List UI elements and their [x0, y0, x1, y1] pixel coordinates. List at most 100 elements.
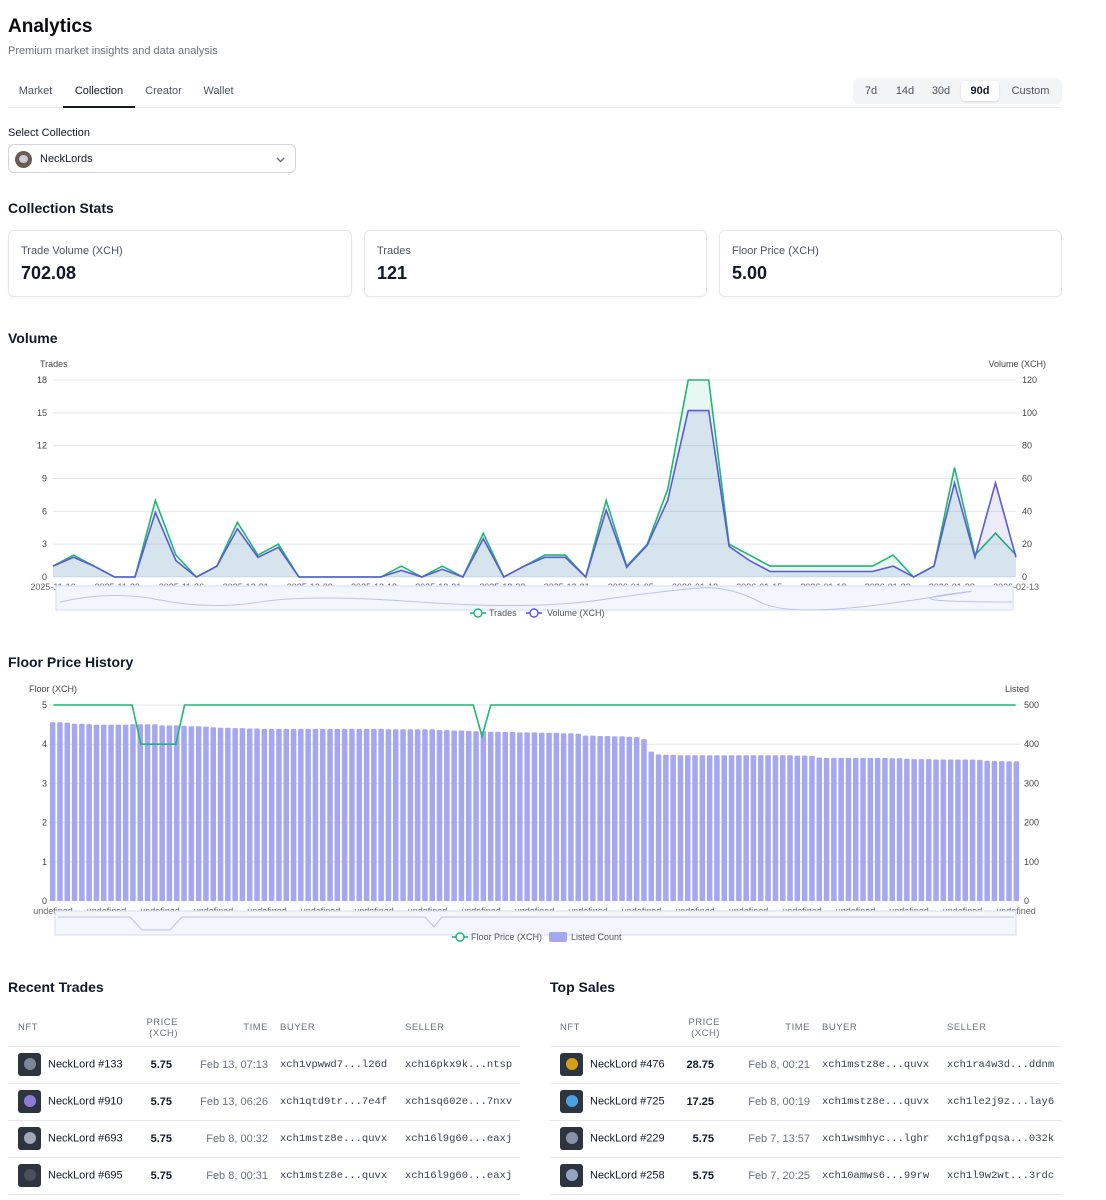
tab-wallet[interactable]: Wallet: [203, 85, 234, 97]
series-line-1: [52, 409, 1017, 579]
buyer-address[interactable]: xch1qtd9tr...7e4f: [276, 1083, 401, 1121]
legend-listed-label: Listed Count: [571, 932, 622, 942]
bar-listed-count: [371, 728, 377, 901]
table-row[interactable]: NeckLord #476 28.75 Feb 8, 00:21 xch1mstz8e…: [550, 1046, 1062, 1084]
table-row[interactable]: NeckLord #910 5.75 Feb 13, 06:26 xch1qtd9tr…: [8, 1083, 520, 1121]
legend-listed-swatch: [549, 932, 567, 942]
bar-listed-count: [327, 728, 333, 901]
nft-name[interactable]: NeckLord #229: [590, 1132, 665, 1145]
bar-listed-count: [560, 733, 567, 901]
chevron-down-icon: [276, 157, 285, 163]
bar-listed-count: [458, 730, 465, 901]
x-tick-label: undefined: [33, 906, 73, 916]
nft-thumbnail: [560, 1164, 583, 1187]
y-tick-left: 1: [42, 857, 47, 867]
table-row[interactable]: NeckLord #133 5.75 Feb 13, 07:13 xch1vpwwd7…: [8, 1046, 520, 1084]
bar-listed-count: [195, 726, 202, 901]
table-row[interactable]: NeckLord #258 5.75 Feb 7, 20:25 xch10amws6.…: [550, 1157, 1062, 1195]
zoom-slider: [54, 910, 1017, 936]
nft-name[interactable]: NeckLord #695: [48, 1169, 123, 1182]
nft-name[interactable]: NeckLord #910: [48, 1095, 123, 1108]
stat-label: Trades: [377, 245, 411, 257]
bar-listed-count: [531, 732, 538, 901]
series-area-0: [53, 380, 1016, 577]
bar-listed-count: [823, 757, 830, 901]
nft-cell[interactable]: NeckLord #693: [8, 1120, 128, 1158]
table-row[interactable]: NeckLord #229 5.75 Feb 7, 13:57 xch1wsmhyc.…: [550, 1120, 1062, 1158]
nft-name[interactable]: NeckLord #133: [48, 1058, 123, 1071]
bar-listed-count: [239, 728, 246, 901]
range-custom-button[interactable]: Custom: [1011, 85, 1050, 97]
seller-address[interactable]: xch1sq602e...7nxv: [401, 1083, 520, 1121]
table-row[interactable]: NeckLord #695 5.75 Feb 8, 00:31 xch1mstz8e.…: [8, 1157, 520, 1195]
nft-cell[interactable]: NeckLord #476: [550, 1046, 670, 1084]
bar-listed-count: [254, 728, 260, 901]
nft-cell[interactable]: NeckLord #910: [8, 1083, 128, 1121]
x-tick-label: 2026-02-13: [993, 582, 1039, 592]
legend-trades-marker: [473, 608, 483, 618]
tab-market[interactable]: Market: [18, 85, 53, 97]
stat-value: 702.08: [21, 263, 77, 283]
seller-address[interactable]: xch16l9g60...eaxj: [401, 1157, 520, 1195]
time-cell: Feb 7, 13:57: [728, 1120, 818, 1158]
bar-listed-count: [575, 733, 581, 901]
nft-cell[interactable]: NeckLord #695: [8, 1157, 128, 1195]
seller-address[interactable]: xch16pkx9k...ntsp: [401, 1046, 520, 1084]
range-7d-button[interactable]: 7d: [864, 85, 878, 97]
range-14d-button[interactable]: 14d: [895, 85, 915, 97]
bar-listed-count: [502, 732, 508, 901]
buyer-address[interactable]: xch1mstz8e...quvx: [818, 1083, 943, 1121]
stat-card-trades: Trades 121: [364, 230, 707, 297]
y-tick-right: 40: [1022, 506, 1032, 516]
seller-address[interactable]: xch1l9w2wt...3rdc: [943, 1157, 1062, 1195]
nft-thumbnail: [18, 1053, 41, 1076]
seller-address[interactable]: xch16l9g60...eaxj: [401, 1120, 520, 1158]
y-tick-right: 0: [1022, 572, 1027, 582]
bar-listed-count: [49, 722, 56, 901]
bar-listed-count: [152, 724, 158, 901]
bar-listed-count: [363, 728, 370, 901]
bar-listed-count: [765, 755, 771, 901]
bar-listed-count: [93, 724, 100, 901]
nft-cell[interactable]: NeckLord #725: [550, 1083, 670, 1121]
tab-collection[interactable]: Collection: [63, 78, 135, 108]
bar-listed-count: [787, 755, 793, 901]
range-30d-button[interactable]: 30d: [931, 85, 951, 97]
buyer-address[interactable]: xch1vpwwd7...l26d: [276, 1046, 401, 1084]
bar-listed-count: [685, 755, 691, 901]
nft-name[interactable]: NeckLord #693: [48, 1132, 123, 1145]
nft-cell[interactable]: NeckLord #258: [550, 1157, 670, 1195]
collection-select[interactable]: NeckLords: [8, 144, 296, 173]
buyer-address[interactable]: xch1mstz8e...quvx: [276, 1120, 401, 1158]
y-tick-right: 100: [1024, 857, 1039, 867]
buyer-address[interactable]: xch1mstz8e...quvx: [276, 1157, 401, 1195]
nft-name[interactable]: NeckLord #725: [590, 1095, 665, 1108]
bar-listed-count: [166, 725, 173, 901]
time-range-selector: 7d 14d 30d 90d Custom: [853, 78, 1062, 104]
seller-address[interactable]: xch1gfpqsa...032k: [943, 1120, 1062, 1158]
bar-listed-count: [188, 726, 195, 901]
table-row[interactable]: NeckLord #725 17.25 Feb 8, 00:19 xch1mstz8e…: [550, 1083, 1062, 1121]
nft-cell[interactable]: NeckLord #133: [8, 1046, 128, 1084]
tab-creator[interactable]: Creator: [145, 85, 182, 97]
col-seller: SELLER: [401, 1010, 520, 1047]
stat-value: 121: [377, 263, 408, 283]
seller-address[interactable]: xch1le2j9z...lay6: [943, 1083, 1062, 1121]
nft-thumbnail: [560, 1127, 583, 1150]
nft-name[interactable]: NeckLord #476: [590, 1058, 665, 1071]
bar-listed-count: [780, 755, 786, 901]
bar-listed-count: [495, 731, 501, 901]
range-90d-button[interactable]: 90d: [961, 81, 999, 101]
col-buyer: BUYER: [276, 1010, 401, 1047]
y-axis-right-label: Volume (XCH): [988, 359, 1046, 369]
series-area-1: [53, 410, 1016, 577]
buyer-address[interactable]: xch1mstz8e...quvx: [818, 1046, 943, 1084]
table-row[interactable]: NeckLord #693 5.75 Feb 8, 00:32 xch1mstz8e.…: [8, 1120, 520, 1158]
seller-address[interactable]: xch1ra4w3d...ddnm: [943, 1046, 1062, 1084]
nft-cell[interactable]: NeckLord #229: [550, 1120, 670, 1158]
buyer-address[interactable]: xch10amws6...99rw: [818, 1157, 943, 1195]
nft-thumbnail: [560, 1090, 583, 1113]
y-tick-left: 9: [42, 474, 47, 484]
nft-name[interactable]: NeckLord #258: [590, 1169, 665, 1182]
buyer-address[interactable]: xch1wsmhyc...lghr: [818, 1120, 943, 1158]
